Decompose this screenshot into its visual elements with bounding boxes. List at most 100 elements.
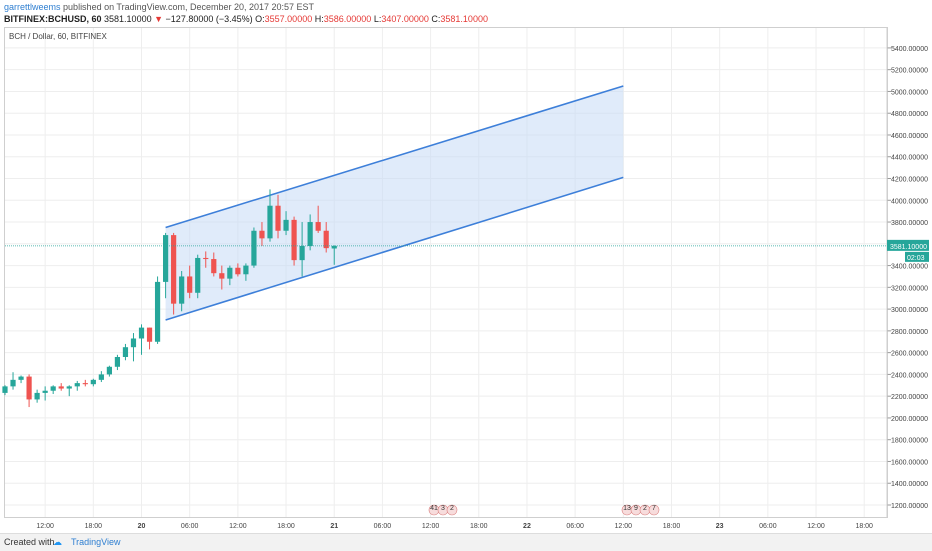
time-tick-label: 06:00 (374, 523, 392, 530)
candle-down[interactable] (26, 374, 32, 408)
channel-lower-line[interactable] (165, 176, 624, 321)
candle-body (179, 276, 185, 304)
candle-down[interactable] (235, 263, 241, 277)
author-link[interactable]: garrettlweems (4, 2, 61, 12)
candle-up[interactable] (299, 222, 305, 277)
price-axis[interactable]: 1200.00000 1400.00000 1600.00000 1800.00000… (886, 28, 928, 517)
low-value: 3407.00000 (381, 14, 429, 24)
open-label: O: (255, 14, 265, 24)
footer: Created with ☁ TradingView (0, 533, 932, 551)
candle-body (154, 281, 161, 342)
candle-body (203, 257, 209, 260)
candle-body (66, 386, 72, 389)
time-tick-label: 12:00 (615, 523, 633, 530)
price-tick-label: 4600.00000 (891, 133, 928, 140)
candle-body (291, 219, 297, 261)
candle-up[interactable] (283, 211, 289, 236)
price-tick-label: 2800.00000 (891, 329, 928, 336)
candle-up[interactable] (195, 254, 201, 299)
candle-body (26, 376, 32, 400)
candle-body (267, 205, 273, 239)
candle-down[interactable] (187, 265, 193, 299)
candle-down[interactable] (291, 216, 297, 266)
event-count: 13 (623, 505, 631, 512)
last-price-tag-label: 3581.10000 (890, 244, 927, 251)
candle-up[interactable] (267, 189, 273, 242)
candle-body (18, 376, 24, 380)
time-tick-label: 18:00 (85, 523, 103, 530)
symbol-label: BITFINEX:BCHUSD, 60 (4, 14, 102, 24)
channel-upper-line[interactable] (165, 85, 624, 229)
event-badge-group[interactable]: 13 9 2 7 (621, 504, 660, 516)
candle-up[interactable] (122, 343, 129, 361)
candle-body (299, 245, 305, 261)
grid (5, 28, 887, 517)
candle-body (331, 245, 337, 249)
candle-up[interactable] (138, 324, 145, 355)
event-badges[interactable]: 41 3 2 13 9 2 7 (428, 504, 660, 516)
time-tick-label: 12:00 (422, 523, 440, 530)
candle-down[interactable] (323, 222, 329, 253)
candle-down[interactable] (211, 252, 217, 277)
candle-up[interactable] (34, 389, 40, 403)
high-label: H: (314, 14, 324, 24)
candle-up[interactable] (106, 365, 112, 377)
price-tick-label: 2400.00000 (891, 372, 928, 379)
candle-up[interactable] (98, 371, 104, 383)
candle-up[interactable] (331, 245, 337, 265)
candle-down[interactable] (203, 251, 209, 268)
candle-up[interactable] (74, 380, 80, 391)
candle-up[interactable] (42, 386, 48, 401)
candle-up[interactable] (18, 375, 24, 384)
price-tick-label: 5400.00000 (891, 46, 928, 53)
candle-up[interactable] (90, 378, 96, 387)
ohlc-line: BITFINEX:BCHUSD, 60 3581.10000 ▼ −127.80… (4, 14, 488, 24)
candle-up[interactable] (130, 333, 137, 362)
candle-down[interactable] (82, 379, 88, 387)
last-price-tag (887, 239, 929, 251)
event-badge-group[interactable]: 41 3 2 (428, 504, 458, 516)
candle-up[interactable] (114, 354, 121, 371)
candle-up[interactable] (2, 385, 8, 396)
candle-body (82, 383, 88, 385)
candles[interactable] (2, 189, 337, 408)
candle-up[interactable] (307, 214, 313, 251)
candle-up[interactable] (243, 263, 249, 281)
time-tick-label: 23 (716, 523, 724, 530)
candle-body (98, 374, 104, 380)
time-tick-label: 18:00 (663, 523, 681, 530)
candle-up[interactable] (50, 385, 56, 394)
candle-down[interactable] (58, 383, 64, 391)
time-axis[interactable]: 12:00 18:00 20 06:00 12:00 18:00 21 06:00 12:00 1… (36, 523, 873, 530)
price-tick-label: 1400.00000 (891, 481, 928, 488)
candle-down[interactable] (275, 194, 281, 239)
candle-up[interactable] (10, 372, 16, 390)
candle-up[interactable] (179, 271, 185, 312)
candle-down[interactable] (171, 232, 177, 315)
candle-body (10, 379, 16, 387)
candle-body (42, 390, 48, 393)
candle-down[interactable] (219, 265, 225, 290)
candle-down[interactable] (146, 327, 153, 350)
candle-up[interactable] (227, 265, 233, 286)
price-tick-label: 3400.00000 (891, 264, 928, 271)
time-tick-label: 12:00 (229, 523, 247, 530)
candle-up[interactable] (163, 232, 169, 299)
tradingview-cloud-icon: ☁ (53, 537, 62, 547)
high-value: 3586.00000 (323, 14, 372, 24)
candle-down[interactable] (259, 222, 265, 246)
candle-up[interactable] (251, 227, 257, 268)
candle-down[interactable] (315, 205, 321, 233)
price-tick-label: 4000.00000 (891, 198, 928, 205)
parallel-channel[interactable] (165, 85, 624, 321)
countdown-label: 02:03 (907, 255, 925, 262)
event-count: 41 (430, 505, 438, 512)
time-tick-label: 22 (523, 523, 531, 530)
price-tick-label: 1200.00000 (891, 503, 928, 510)
candle-body (211, 259, 217, 274)
tradingview-brand[interactable]: TradingView (71, 537, 121, 547)
candle-up[interactable] (66, 385, 72, 397)
candle-up[interactable] (154, 276, 161, 344)
candle-body (138, 327, 145, 339)
